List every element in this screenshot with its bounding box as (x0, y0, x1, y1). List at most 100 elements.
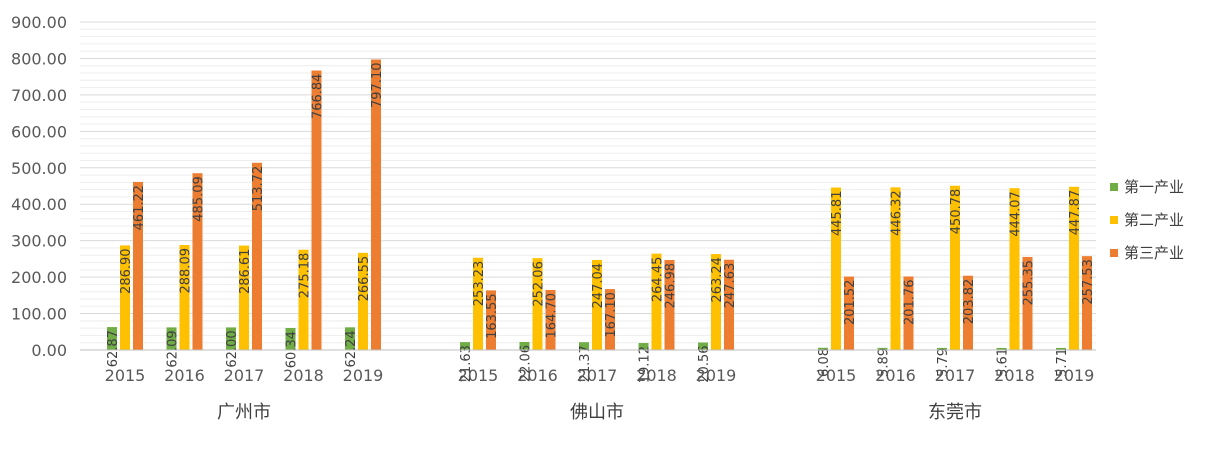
bar (651, 253, 662, 350)
data-label: 62.87 (106, 330, 121, 367)
x-tick-label: 2019 (343, 366, 384, 385)
bar (592, 259, 602, 350)
bar (890, 187, 901, 350)
bar (605, 289, 615, 350)
data-label: 288.09 (179, 248, 194, 294)
x-tick-label: 2016 (164, 366, 205, 385)
x-tick-label: 2015 (458, 366, 499, 385)
bar (345, 327, 355, 350)
x-tick-label: 2017 (224, 366, 265, 385)
data-label: 5.89 (877, 348, 892, 377)
bar (724, 259, 734, 350)
data-label: 62.24 (344, 330, 359, 367)
bar (473, 257, 483, 350)
data-label: 5.61 (996, 348, 1011, 377)
bar (532, 258, 543, 350)
data-label: 167.10 (604, 292, 619, 338)
bar (239, 245, 249, 350)
x-tick-label: 2016 (875, 366, 916, 385)
data-label: 444.07 (1009, 191, 1024, 237)
legend-swatch-primary (1110, 182, 1118, 191)
x-tick-label: 2015 (816, 366, 857, 385)
bar (831, 187, 841, 350)
data-label: 163.55 (485, 293, 500, 339)
bar (519, 341, 530, 350)
data-label: 286.61 (238, 249, 253, 294)
data-label: 447.87 (1068, 190, 1083, 236)
y-tick-label: 0.00 (31, 341, 67, 360)
data-label: 247.63 (723, 263, 738, 309)
bar (1009, 188, 1020, 350)
bar (711, 254, 721, 350)
data-label: 257.53 (1081, 259, 1096, 305)
x-tick-label: 2018 (636, 366, 677, 385)
x-tick-label: 2019 (696, 366, 737, 385)
y-tick-label: 200.00 (11, 268, 67, 287)
bar (486, 290, 496, 350)
data-label: 445.81 (830, 191, 845, 237)
bar (285, 328, 296, 350)
legend-label: 第一产业 (1124, 178, 1185, 196)
data-label: 263.24 (710, 257, 725, 303)
data-label: 201.52 (843, 280, 858, 326)
bar (579, 342, 589, 350)
data-label: 252.06 (532, 261, 547, 307)
data-label: 20.56 (697, 346, 712, 383)
legend-swatch-tertiary (1110, 248, 1118, 257)
data-label: 203.82 (962, 279, 977, 325)
data-label: 201.76 (903, 279, 918, 325)
data-label: 264.45 (651, 257, 666, 303)
data-label: 513.72 (251, 166, 266, 212)
bar (179, 245, 190, 350)
y-tick-label: 700.00 (11, 86, 67, 105)
data-label: 266.55 (357, 256, 372, 302)
bar (166, 327, 177, 350)
bar (638, 343, 649, 350)
bar (844, 276, 854, 350)
legend-item-primary: 第一产业 (1110, 178, 1185, 196)
gridlines (80, 21, 1096, 351)
x-tick-label: 2017 (935, 366, 976, 385)
data-label: 450.78 (949, 189, 964, 235)
data-label: 19.12 (638, 346, 653, 383)
bar (818, 347, 828, 350)
bar (252, 162, 262, 350)
group-label: 佛山市 (570, 402, 624, 423)
bar (1056, 347, 1066, 350)
data-label: 253.23 (472, 261, 487, 307)
bar (460, 342, 470, 350)
bar (120, 245, 130, 350)
bar (192, 173, 203, 350)
bar (371, 59, 381, 350)
data-label: 22.06 (519, 345, 534, 382)
data-label: 21.37 (578, 345, 593, 382)
data-label: 246.98 (664, 263, 679, 309)
data-label: 5.71 (1055, 348, 1070, 377)
y-tick-label: 500.00 (11, 159, 67, 178)
bar (133, 181, 143, 350)
data-label: 6.08 (817, 348, 832, 377)
bar (107, 327, 117, 350)
bar (298, 249, 309, 350)
bar (1069, 186, 1079, 350)
data-label: 461.22 (132, 185, 147, 231)
bar (937, 347, 947, 350)
data-label: 5.79 (936, 348, 951, 377)
data-label: 21.63 (459, 345, 474, 382)
data-label: 164.70 (545, 293, 560, 339)
data-label: 286.90 (119, 248, 134, 294)
bar (311, 70, 322, 350)
bar (877, 347, 888, 350)
legend-label: 第二产业 (1124, 211, 1185, 229)
data-label: 446.32 (890, 190, 905, 236)
data-label: 275.18 (298, 253, 313, 298)
bar (996, 347, 1007, 350)
data-label: 797.10 (370, 63, 385, 109)
legend-item-secondary: 第二产业 (1110, 211, 1185, 229)
group-label: 广州市 (217, 402, 271, 423)
x-tick-label: 2019 (1054, 366, 1095, 385)
bar (358, 252, 368, 350)
legend-swatch-secondary (1110, 215, 1118, 224)
data-label: 255.35 (1022, 260, 1037, 306)
